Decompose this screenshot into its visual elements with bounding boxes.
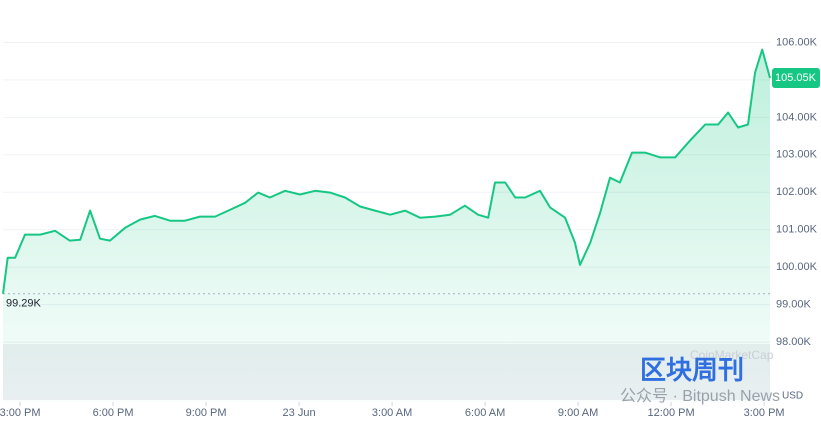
x-tick-label: 9:00 AM <box>558 407 598 419</box>
y-tick-label: 103.00K <box>776 149 818 161</box>
y-tick-label: 99.00K <box>776 299 812 311</box>
x-tick-label: 3:00 AM <box>372 407 412 419</box>
price-line <box>2 48 771 294</box>
open-price-label: 99.29K <box>6 298 42 310</box>
y-tick-label: 100.00K <box>776 261 818 273</box>
x-tick-label: 3:00 PM <box>744 407 785 419</box>
x-tick-label: 23 Jun <box>283 407 316 419</box>
y-tick-label: 104.00K <box>776 111 818 123</box>
watermark: 公众号 · Bitpush News <box>620 387 780 405</box>
x-tick-label: 12:00 PM <box>648 407 695 419</box>
y-tick-label: 98.00K <box>776 336 812 348</box>
x-tick-label: 3:00 PM <box>0 407 41 419</box>
y-tick-label: 106.00K <box>776 36 818 48</box>
last-price-badge <box>772 68 820 89</box>
watermark: 区块周刊 <box>640 355 744 385</box>
price-area <box>3 49 770 402</box>
x-tick-label: 6:00 AM <box>465 407 505 419</box>
y-tick-label: 102.00K <box>776 186 818 198</box>
last-price-label: 105.05K <box>775 72 817 84</box>
y-tick-label: 101.00K <box>776 224 818 236</box>
watermark: CoinMarketCap <box>690 348 774 362</box>
unit-label: USD <box>782 391 803 402</box>
x-tick-label: 6:00 PM <box>93 407 134 419</box>
x-tick-label: 9:00 PM <box>186 407 227 419</box>
